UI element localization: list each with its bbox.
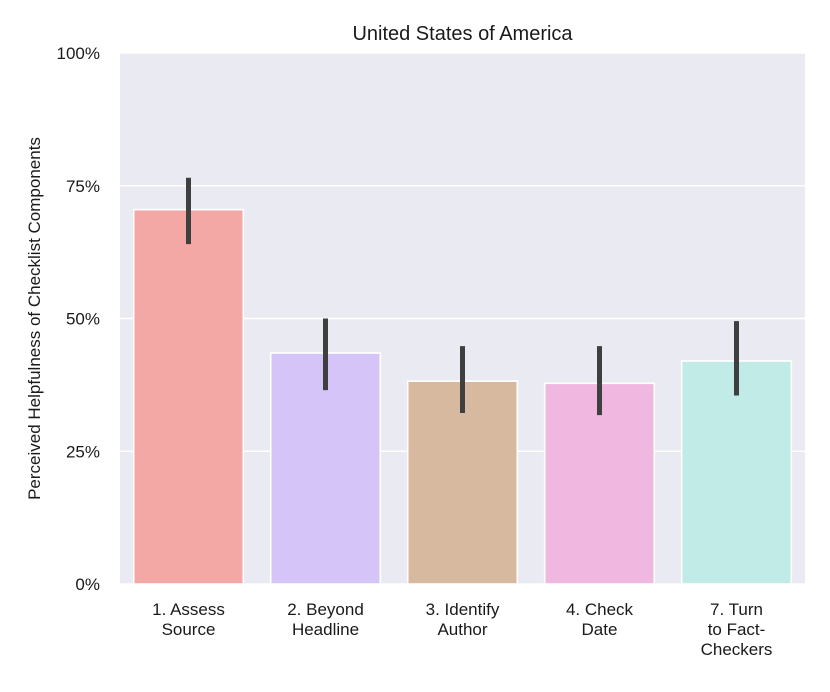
x-tick-label: 3. Identify Author bbox=[426, 600, 500, 639]
error-bars bbox=[186, 177, 739, 416]
x-tick-label-line: Headline bbox=[292, 620, 359, 639]
bar bbox=[132, 208, 245, 585]
bar bbox=[543, 382, 656, 585]
x-tick-label-line: 7. Turn bbox=[710, 600, 763, 619]
x-tick-label-line: Source bbox=[162, 620, 216, 639]
chart-title: United States of America bbox=[352, 23, 573, 45]
y-tick-label: 75% bbox=[66, 177, 100, 196]
bar bbox=[680, 360, 793, 585]
x-tick-label: 1. Assess Source bbox=[152, 600, 225, 639]
x-tick-label-line: Author bbox=[437, 620, 487, 639]
x-tick-label: 7. Turn to Fact-Checkers bbox=[701, 600, 773, 659]
x-tick-label-line: Checkers bbox=[701, 640, 773, 659]
x-tick-label-line: Date bbox=[582, 620, 618, 639]
y-tick-label: 0% bbox=[75, 575, 100, 594]
y-tick-label: 100% bbox=[57, 44, 100, 63]
bar bbox=[406, 380, 519, 585]
x-tick-label: 2. Beyond Headline bbox=[287, 600, 364, 639]
bar bbox=[269, 352, 382, 585]
x-tick-label-line: 1. Assess bbox=[152, 600, 225, 619]
y-axis-label: Perceived Helpfulness of Checklist Compo… bbox=[25, 137, 44, 500]
bars bbox=[132, 208, 793, 585]
x-tick-label-line: 2. Beyond bbox=[287, 600, 364, 619]
x-tick-label-line: 4. Check bbox=[566, 600, 634, 619]
x-tick-label-line: to Fact- bbox=[708, 620, 766, 639]
y-tick-label: 50% bbox=[66, 310, 100, 329]
y-axis-ticks: 0% 25% 50% 75% 100% bbox=[57, 44, 100, 594]
x-tick-label-line: 3. Identify bbox=[426, 600, 500, 619]
x-axis-ticks: 1. Assess Source 2. Beyond Headline 3. Ident… bbox=[152, 600, 772, 659]
x-tick-label: 4. Check Date bbox=[566, 600, 634, 639]
y-tick-label: 25% bbox=[66, 442, 100, 461]
